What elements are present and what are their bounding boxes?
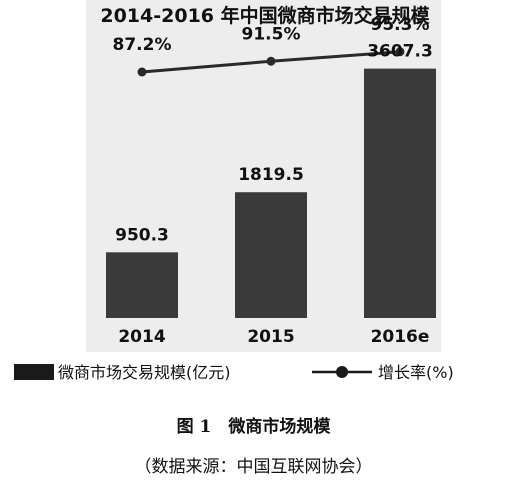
- bar-2016e: [364, 68, 436, 318]
- figure-source: （数据来源：中国互联网协会）: [134, 457, 373, 477]
- chart-title: 2014-2016 年中国微商市场交易规模: [100, 4, 430, 27]
- x-axis-tick-labels: 2014 2015 2016e: [118, 327, 429, 347]
- bar-2014: [106, 252, 178, 318]
- legend-bar-label: 微商市场交易规模(亿元): [58, 363, 231, 382]
- x-tick-label-2014: 2014: [118, 327, 165, 347]
- bar-value-label-2014: 950.3: [115, 225, 169, 245]
- line-series: [137, 47, 405, 77]
- growth-rate-point-2015: [266, 56, 276, 66]
- data-labels: 950.3 1819.5 3607.3 87.2% 91.5% 95.3%: [113, 15, 433, 246]
- growth-rate-label-2016e: 95.3%: [371, 15, 430, 35]
- legend-line-marker: [336, 366, 348, 378]
- bar-series: [106, 68, 436, 318]
- bar-value-label-2016e: 3607.3: [367, 42, 433, 62]
- chart: 2014-2016 年中国微商市场交易规模 950.3 1819.5 3607.3 8…: [14, 0, 454, 382]
- x-tick-label-2016e: 2016e: [371, 327, 430, 347]
- x-tick-label-2015: 2015: [247, 327, 294, 347]
- bar-2015: [235, 192, 307, 318]
- bar-value-label-2015: 1819.5: [238, 165, 304, 185]
- growth-rate-point-2014: [137, 67, 147, 77]
- growth-rate-label-2015: 91.5%: [242, 24, 301, 44]
- legend-line-label: 增长率(%): [378, 363, 454, 382]
- legend-bar-swatch: [14, 364, 54, 380]
- growth-rate-label-2014: 87.2%: [113, 35, 172, 55]
- figure-caption: 图 1 微商市场规模: [176, 417, 331, 437]
- legend: 微商市场交易规模(亿元) 增长率(%): [14, 363, 454, 382]
- growth-rate-point-2016e: [395, 47, 405, 57]
